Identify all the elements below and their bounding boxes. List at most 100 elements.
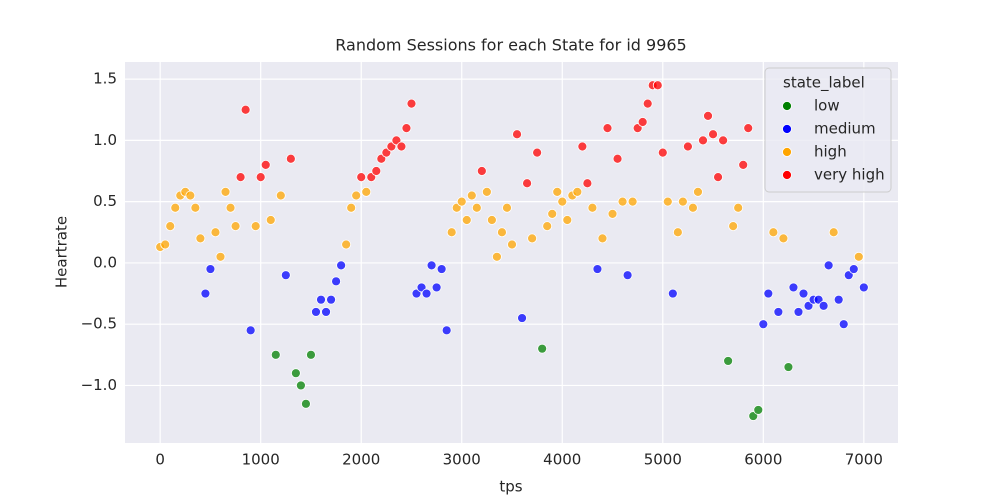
data-point (718, 135, 728, 146)
data-point (215, 251, 226, 262)
data-point (858, 282, 869, 293)
data-point (627, 196, 638, 207)
data-point (441, 325, 452, 336)
data-point (763, 288, 774, 299)
data-point (662, 196, 673, 207)
data-point (557, 196, 568, 207)
data-point (783, 362, 794, 372)
data-point (160, 239, 171, 250)
data-point (170, 202, 181, 213)
data-point (693, 186, 703, 197)
data-point (220, 186, 231, 197)
data-point (502, 202, 512, 213)
data-point (708, 129, 718, 140)
data-point (532, 147, 543, 158)
data-point (713, 172, 723, 183)
data-point (733, 202, 744, 213)
data-point (436, 264, 447, 274)
data-point (547, 209, 558, 219)
y-tick-label: 1.5 (93, 70, 117, 88)
data-point (326, 294, 336, 305)
data-point (195, 233, 206, 244)
data-point (331, 276, 341, 287)
data-point (537, 343, 548, 354)
data-point (461, 215, 472, 225)
data-point (512, 129, 522, 140)
chart-title: Random Sessions for each State for id 99… (335, 36, 686, 55)
data-point (853, 251, 864, 262)
data-point (190, 202, 201, 213)
data-point (311, 307, 321, 317)
data-point (597, 233, 608, 244)
data-point (688, 202, 698, 213)
data-point (290, 368, 301, 379)
data-point (657, 147, 668, 158)
data-point (622, 270, 633, 281)
data-point (240, 104, 251, 115)
data-point (492, 251, 502, 262)
data-point (607, 209, 618, 219)
data-point (703, 111, 713, 121)
data-point (396, 141, 407, 152)
y-tick-label: 1.0 (93, 131, 117, 149)
legend-marker (782, 147, 792, 157)
data-point (280, 270, 291, 281)
data-point (351, 190, 362, 201)
data-point (587, 202, 598, 213)
y-tick-label: −0.5 (81, 315, 117, 333)
data-point (828, 227, 839, 238)
data-point (552, 186, 563, 197)
data-point (683, 141, 693, 152)
data-point (421, 288, 432, 299)
y-tick-label: 0.5 (93, 192, 117, 210)
legend-box (764, 67, 892, 193)
data-point (210, 227, 221, 238)
data-point (255, 172, 266, 183)
data-point (346, 202, 357, 213)
x-tick-label: 4000 (543, 451, 581, 469)
data-point (672, 227, 683, 238)
data-point (652, 80, 663, 91)
data-point (612, 153, 623, 164)
data-point (481, 186, 492, 197)
legend-label: medium (814, 120, 876, 138)
data-point (818, 300, 829, 311)
data-point (562, 215, 573, 225)
data-point (738, 160, 749, 170)
x-tick-label: 0 (155, 451, 165, 469)
data-point (471, 202, 482, 213)
data-point (250, 221, 261, 232)
data-point (602, 123, 613, 134)
data-point (743, 123, 754, 134)
data-point (476, 166, 487, 176)
x-tick-label: 7000 (845, 451, 883, 469)
data-point (356, 172, 367, 183)
data-point (667, 288, 678, 299)
data-point (316, 294, 326, 305)
data-point (592, 264, 603, 274)
data-point (306, 349, 316, 360)
x-tick-label: 6000 (744, 451, 782, 469)
data-point (838, 319, 849, 330)
data-point (527, 233, 538, 244)
data-point (200, 288, 211, 299)
data-point (617, 196, 628, 207)
x-axis-label: tps (499, 478, 522, 496)
data-point (507, 239, 517, 250)
legend-marker (782, 101, 792, 111)
x-tick-label: 2000 (342, 451, 380, 469)
data-point (723, 356, 734, 366)
data-point (582, 178, 593, 189)
data-point (833, 294, 844, 305)
data-point (361, 186, 372, 197)
y-tick-label: −1.0 (81, 376, 117, 394)
x-tick-label: 1000 (242, 451, 280, 469)
data-point (426, 260, 437, 271)
data-point (466, 190, 477, 201)
data-point (285, 153, 296, 164)
data-point (848, 264, 859, 274)
data-point (753, 405, 764, 415)
data-point (778, 233, 789, 244)
